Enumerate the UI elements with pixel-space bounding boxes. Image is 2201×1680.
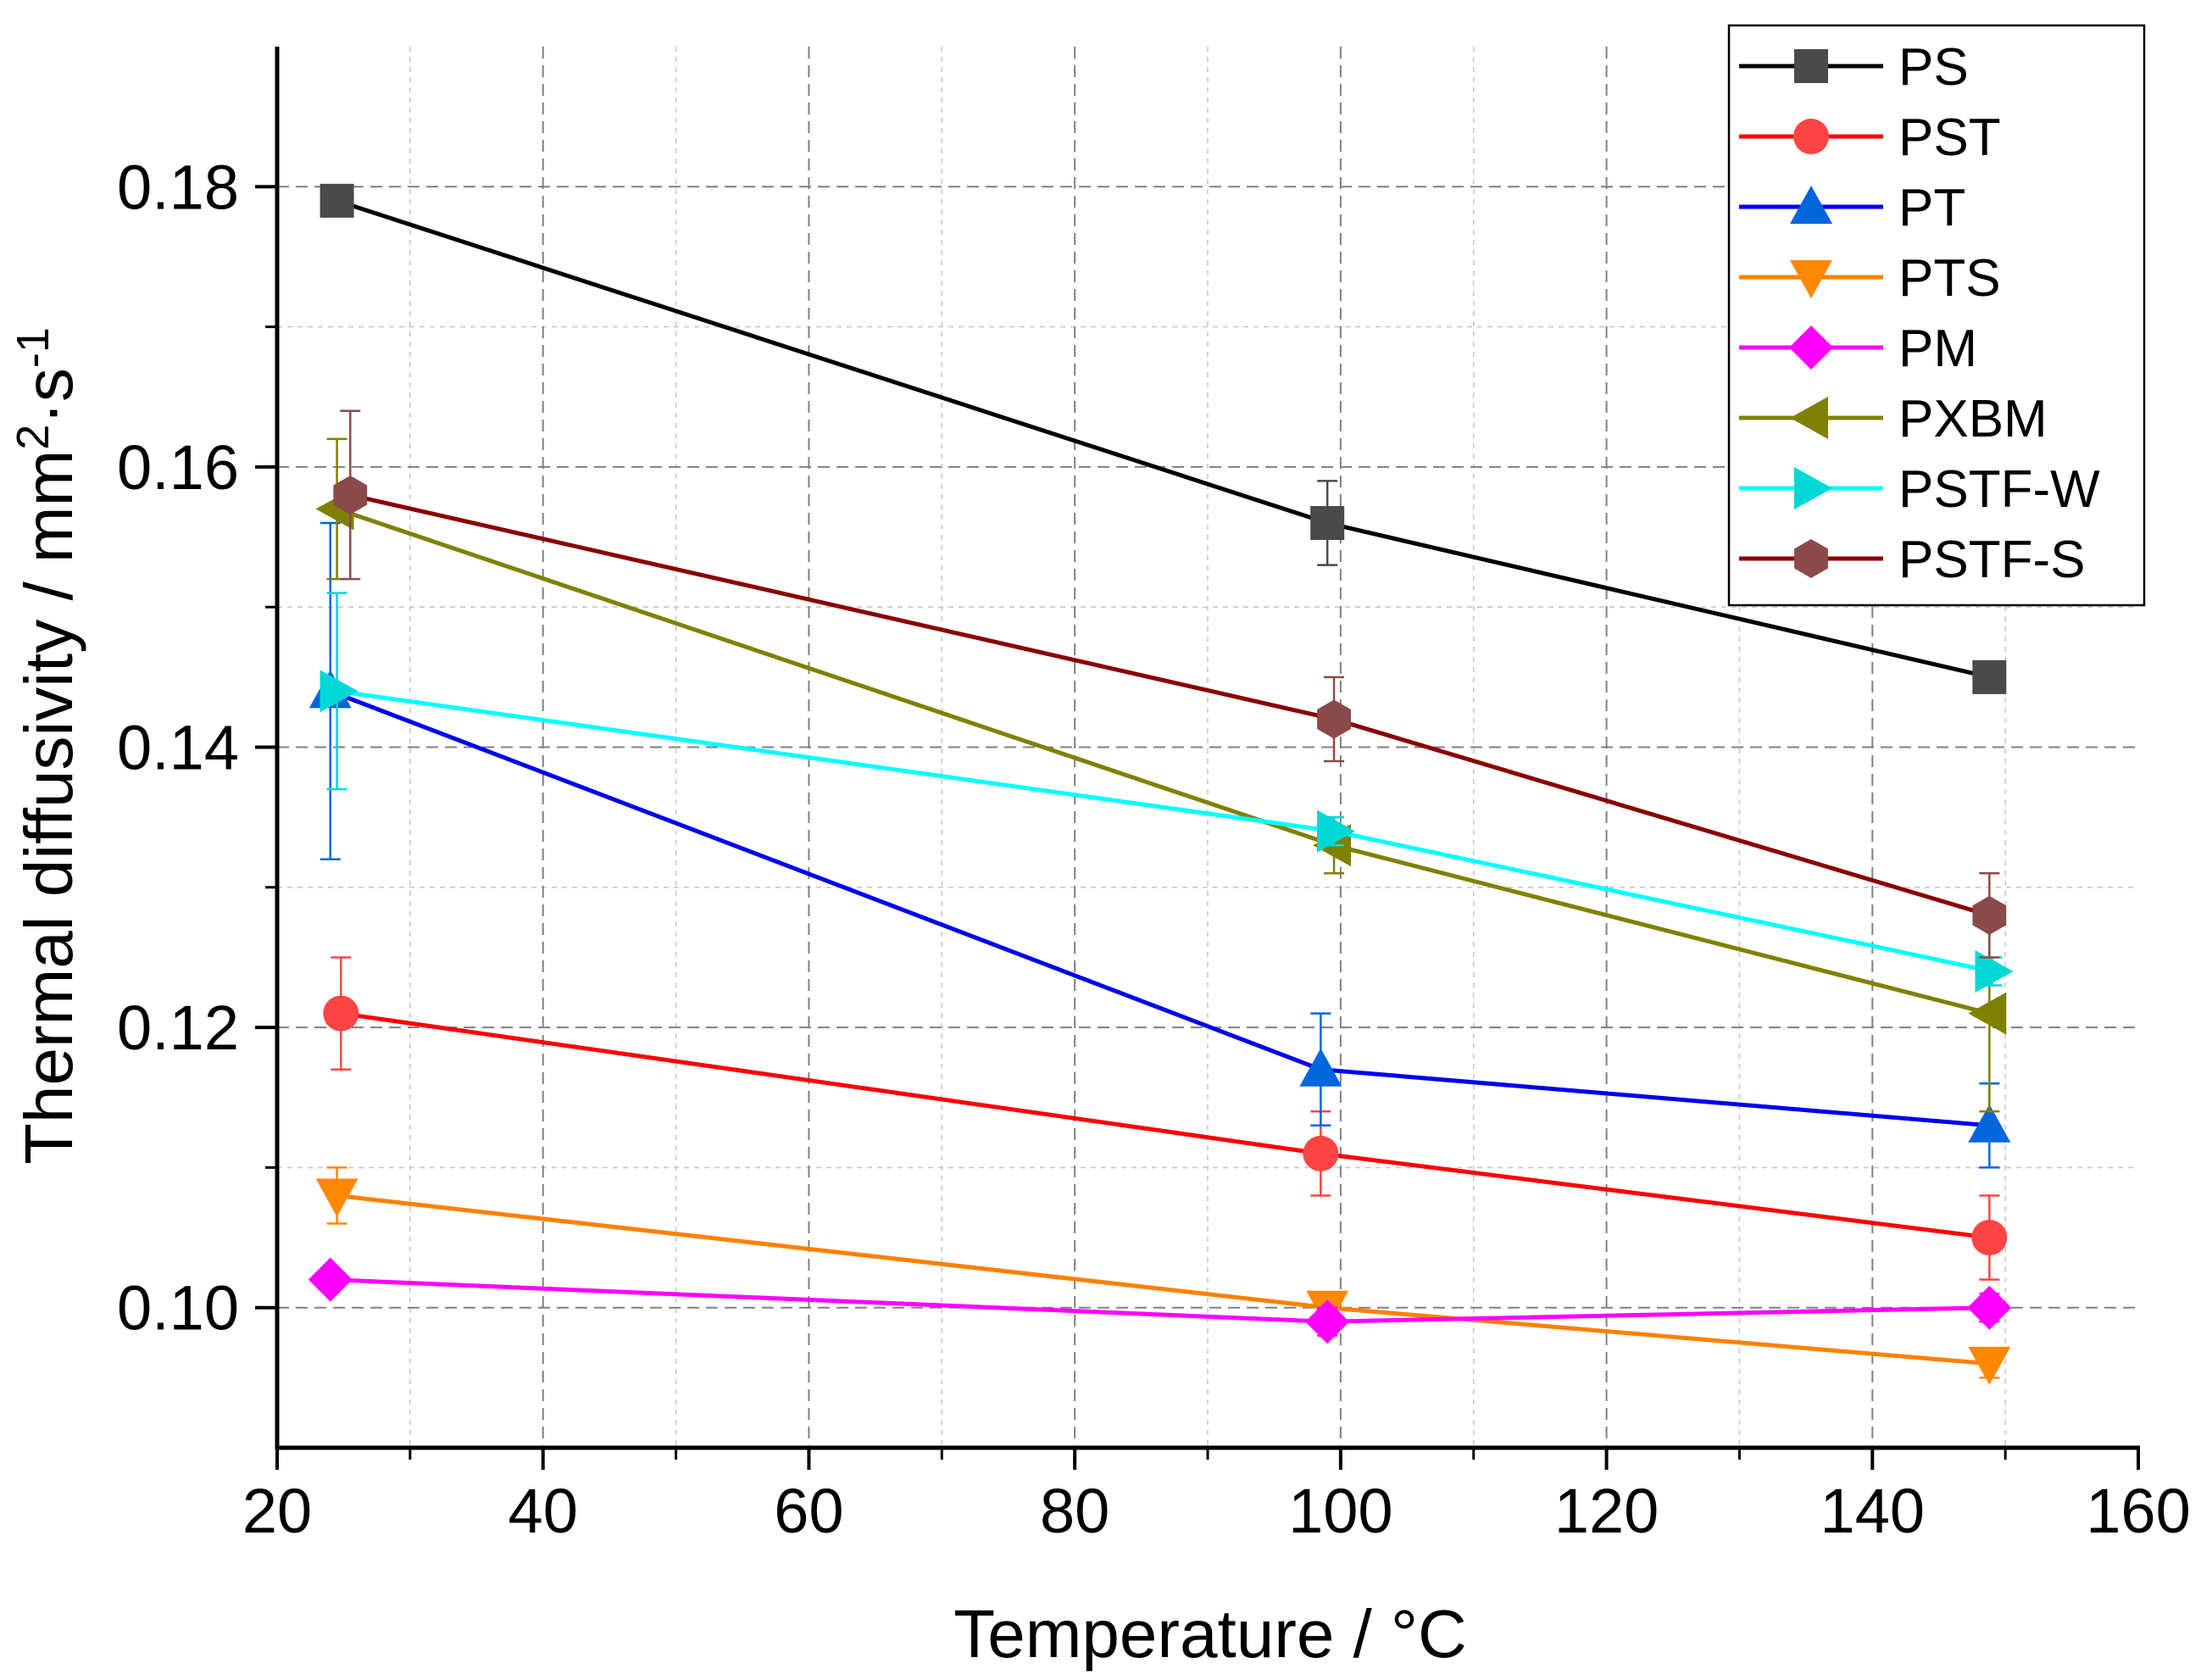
- legend-label: PSTF-S: [1898, 531, 2085, 589]
- y-axis-title-sup1: 2: [8, 425, 58, 450]
- data-point-pstf-s: [1972, 895, 2007, 935]
- legend-label: PTS: [1898, 249, 2001, 308]
- legend-item-pt: PT: [1739, 179, 1965, 237]
- data-point-pstf-s: [333, 475, 368, 515]
- legend-label: PT: [1898, 179, 1965, 237]
- legend-item-pm: PM: [1739, 320, 1977, 378]
- y-tick-label: 0.18: [117, 152, 239, 222]
- legend-label: PSTF-W: [1898, 460, 2100, 519]
- data-point-ps: [1310, 506, 1345, 541]
- legend-item-pstf-w: PSTF-W: [1739, 460, 2100, 519]
- y-tick-label: 0.10: [117, 1273, 239, 1343]
- x-tick-label: 140: [1820, 1476, 1925, 1546]
- legend-label: PST: [1898, 108, 2001, 167]
- data-point-pst: [1303, 1135, 1339, 1171]
- y-tick-label: 0.14: [117, 713, 239, 783]
- series-layer: [308, 183, 2014, 1385]
- data-point-pt: [1299, 1048, 1342, 1087]
- legend-marker: [1794, 49, 1828, 83]
- legend-marker: [1790, 260, 1832, 298]
- x-tick-label: 40: [509, 1476, 578, 1546]
- legend-label: PM: [1898, 320, 1977, 378]
- grid: [277, 47, 2138, 1448]
- data-point-pxbm: [1968, 992, 2007, 1035]
- legend-marker: [1789, 325, 1833, 370]
- series-pstf-s: [333, 409, 2007, 959]
- x-tick-label: 160: [2086, 1476, 2190, 1546]
- data-point-pt: [1968, 1104, 2011, 1143]
- legend-label: PXBM: [1898, 390, 2048, 448]
- data-point-pst: [1971, 1220, 2008, 1256]
- legend-marker: [1794, 467, 1832, 509]
- x-tick-label: 60: [774, 1476, 843, 1546]
- legend-item-ps: PS: [1739, 38, 1969, 97]
- series-pm: [308, 1257, 2012, 1344]
- data-point-pstf-w: [1975, 949, 2014, 993]
- x-tick-label: 20: [242, 1476, 312, 1546]
- legend: PS PST PT PTS PM PXBM PSTF-W PSTF-S: [1727, 24, 2146, 607]
- legend-item-pts: PTS: [1739, 249, 2001, 308]
- legend-marker: [1793, 119, 1829, 154]
- axes: 20 40 60 80 100 120 140 160 0.10 0.12 0.14 0.16 0.18: [117, 47, 2191, 1546]
- data-point-pm: [1967, 1285, 2012, 1330]
- legend-box: [1727, 24, 2146, 607]
- legend-marker: [1794, 539, 1828, 578]
- x-axis-title: Temperature / °C: [953, 1596, 1467, 1672]
- legend-marker: [1790, 397, 1828, 439]
- series-pst: [323, 956, 2008, 1281]
- data-point-pstf-w: [1317, 809, 1356, 853]
- y-axis-title-sup2: -1: [8, 327, 58, 368]
- data-point-pstf-w: [320, 670, 358, 713]
- x-tick-label: 100: [1288, 1476, 1392, 1546]
- data-point-pst: [323, 995, 359, 1032]
- legend-marker: [1790, 186, 1832, 224]
- y-axis-title: Thermal diffusivity / mm2·s-1: [8, 327, 86, 1165]
- legend-item-pxbm: PXBM: [1739, 390, 2048, 448]
- data-point-ps: [320, 183, 354, 218]
- x-tick-label: 80: [1040, 1476, 1109, 1546]
- data-point-pts: [1968, 1346, 2011, 1385]
- data-point-ps: [1972, 659, 2007, 694]
- legend-label: PS: [1898, 38, 1969, 97]
- data-point-pm: [1305, 1299, 1350, 1344]
- legend-item-pstf-s: PSTF-S: [1739, 531, 2085, 589]
- data-point-pm: [308, 1257, 353, 1302]
- data-point-pstf-s: [1317, 699, 1351, 739]
- data-point-pts: [315, 1178, 358, 1217]
- y-axis-title-mid: ·s: [11, 368, 86, 425]
- series-ps: [320, 183, 2007, 694]
- x-tick-label: 120: [1554, 1476, 1659, 1546]
- y-axis-title-main: Thermal diffusivity / mm: [11, 450, 86, 1165]
- legend-item-pst: PST: [1739, 108, 2001, 167]
- series-pstf-w: [320, 592, 2014, 993]
- y-tick-label: 0.16: [117, 432, 239, 503]
- y-tick-label: 0.12: [117, 993, 239, 1063]
